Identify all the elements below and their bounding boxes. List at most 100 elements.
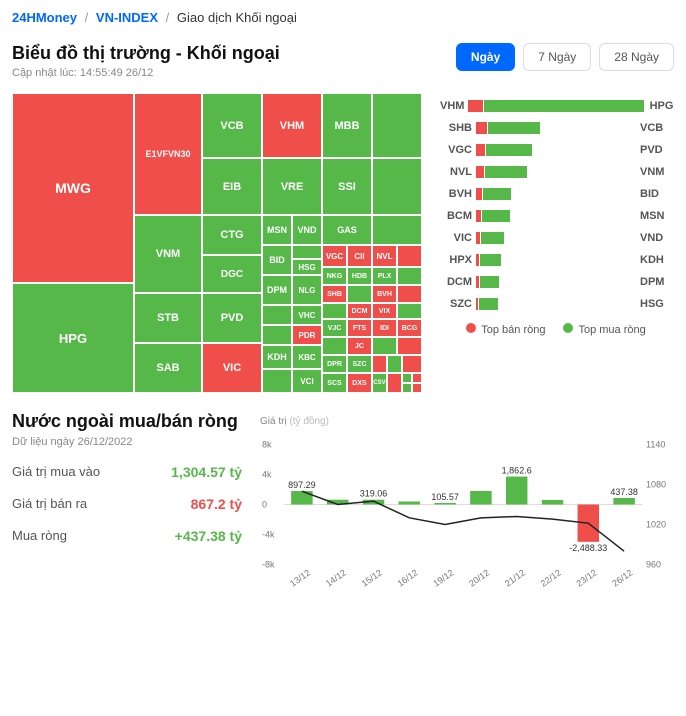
bar-row[interactable]: VICVND	[440, 227, 672, 249]
treemap-cell[interactable]: VCI	[292, 369, 322, 393]
treemap-cell[interactable]	[372, 215, 422, 245]
treemap-cell[interactable]: STB	[134, 293, 202, 343]
treemap-cell[interactable]: DPM	[262, 275, 292, 305]
bar-row[interactable]: SHBVCB	[440, 117, 672, 139]
treemap-cell[interactable]: KDH	[262, 345, 292, 369]
treemap-cell[interactable]	[397, 267, 422, 285]
treemap-cell[interactable]	[262, 325, 292, 345]
treemap-cell[interactable]	[402, 383, 412, 393]
treemap-cell[interactable]: FTS	[347, 319, 372, 337]
treemap-cell[interactable]: DCM	[347, 303, 372, 319]
treemap-cell[interactable]: SZC	[347, 355, 372, 373]
treemap-cell[interactable]: SHB	[322, 285, 347, 303]
treemap-cell[interactable]	[372, 337, 397, 355]
treemap-cell[interactable]: GAS	[322, 215, 372, 245]
bar-row[interactable]: BVHBID	[440, 183, 672, 205]
treemap-cell[interactable]: BCG	[397, 319, 422, 337]
treemap-cell[interactable]: VCB	[202, 93, 262, 158]
bar-sell-label: VGC	[440, 144, 472, 156]
treemap-cell[interactable]: SSI	[322, 158, 372, 215]
treemap-cell[interactable]: MBB	[322, 93, 372, 158]
treemap-cell[interactable]: IDI	[372, 319, 397, 337]
treemap-cell[interactable]: VRE	[262, 158, 322, 215]
bar-row[interactable]: SZCHSG	[440, 293, 672, 315]
treemap-cell[interactable]: MWG	[12, 93, 134, 283]
treemap-cell[interactable]: VIC	[202, 343, 262, 393]
ribbon-bar[interactable]	[291, 491, 312, 504]
treemap-cell[interactable]	[412, 383, 422, 393]
bar-row[interactable]: VHMHPG	[440, 95, 672, 117]
treemap-cell[interactable]: PVD	[202, 293, 262, 343]
treemap-cell[interactable]	[397, 303, 422, 319]
treemap-cell[interactable]: CII	[347, 245, 372, 267]
treemap-cell[interactable]: DXS	[347, 373, 372, 393]
bar-row[interactable]: DCMDPM	[440, 271, 672, 293]
treemap-cell[interactable]	[322, 337, 347, 355]
treemap-cell[interactable]: JC	[347, 337, 372, 355]
treemap-cell[interactable]	[372, 355, 387, 373]
bar-row[interactable]: HPXKDH	[440, 249, 672, 271]
treemap-cell[interactable]: SCS	[322, 373, 347, 393]
treemap-cell[interactable]	[387, 373, 402, 393]
crumb-home[interactable]: 24HMoney	[12, 10, 77, 25]
treemap-cell[interactable]: PLX	[372, 267, 397, 285]
bar-sell	[476, 298, 478, 310]
treemap-cell[interactable]: VIX	[372, 303, 397, 319]
tab-7-ngày[interactable]: 7 Ngày	[523, 43, 591, 71]
treemap-cell[interactable]: CTG	[202, 215, 262, 255]
ribbon-chart[interactable]: Giá trị (tỷ đồng) 8k4k0-4k-8k11401080102…	[260, 411, 672, 576]
treemap-cell[interactable]	[402, 373, 412, 383]
treemap-cell[interactable]: VHC	[292, 305, 322, 325]
treemap-cell[interactable]	[397, 285, 422, 303]
treemap-cell[interactable]: HSG	[292, 259, 322, 275]
treemap-cell[interactable]	[397, 337, 422, 355]
treemap-cell[interactable]: E1VFVN30	[134, 93, 202, 215]
treemap-cell[interactable]: VHM	[262, 93, 322, 158]
ribbon-bar[interactable]	[434, 503, 455, 505]
treemap-cell[interactable]: DPR	[322, 355, 347, 373]
treemap-cell[interactable]	[292, 245, 322, 259]
treemap-cell[interactable]: EIB	[202, 158, 262, 215]
treemap-cell[interactable]	[387, 355, 402, 373]
bar-buy-label: HPG	[650, 100, 674, 112]
treemap-cell[interactable]	[397, 245, 422, 267]
treemap-cell[interactable]	[412, 373, 422, 383]
tab-ngày[interactable]: Ngày	[456, 43, 515, 71]
treemap-cell[interactable]: KBC	[292, 345, 322, 369]
crumb-index[interactable]: VN-INDEX	[96, 10, 158, 25]
treemap-cell[interactable]	[262, 369, 292, 393]
treemap-cell[interactable]: SAB	[134, 343, 202, 393]
treemap-chart[interactable]: MWGHPGE1VFVN30VNMSTBSABVCBEIBCTGDGCPVDVI…	[12, 93, 422, 393]
treemap-cell[interactable]: PDR	[292, 325, 322, 345]
treemap-cell[interactable]: HPG	[12, 283, 134, 393]
treemap-cell[interactable]	[372, 158, 422, 215]
treemap-cell[interactable]: NVL	[372, 245, 397, 267]
treemap-cell[interactable]	[372, 93, 422, 158]
treemap-cell[interactable]: DGC	[202, 255, 262, 293]
treemap-cell[interactable]	[262, 305, 292, 325]
treemap-cell[interactable]: BVH	[372, 285, 397, 303]
treemap-cell[interactable]	[322, 303, 347, 319]
treemap-cell[interactable]: VNM	[134, 215, 202, 293]
treemap-cell[interactable]: NKG	[322, 267, 347, 285]
treemap-cell[interactable]: CSV	[372, 373, 387, 393]
bar-row[interactable]: BCMMSN	[440, 205, 672, 227]
treemap-cell[interactable]	[347, 285, 372, 303]
treemap-cell[interactable]	[402, 355, 422, 373]
treemap-cell[interactable]: BID	[262, 245, 292, 275]
tab-28-ngày[interactable]: 28 Ngày	[599, 43, 674, 71]
bar-row[interactable]: NVLVNM	[440, 161, 672, 183]
treemap-cell[interactable]: VJC	[322, 319, 347, 337]
treemap-cell[interactable]: VGC	[322, 245, 347, 267]
bar-row[interactable]: VGCPVD	[440, 139, 672, 161]
treemap-cell[interactable]: MSN	[262, 215, 292, 245]
ribbon-bar[interactable]	[506, 477, 527, 505]
bar-buy-label: VNM	[640, 166, 672, 178]
treemap-cell[interactable]: HDB	[347, 267, 372, 285]
ribbon-bar[interactable]	[399, 502, 420, 505]
ribbon-bar[interactable]	[613, 498, 634, 505]
ribbon-bar[interactable]	[470, 491, 491, 505]
treemap-cell[interactable]: VND	[292, 215, 322, 245]
treemap-cell[interactable]: NLG	[292, 275, 322, 305]
ribbon-bar[interactable]	[542, 500, 563, 505]
